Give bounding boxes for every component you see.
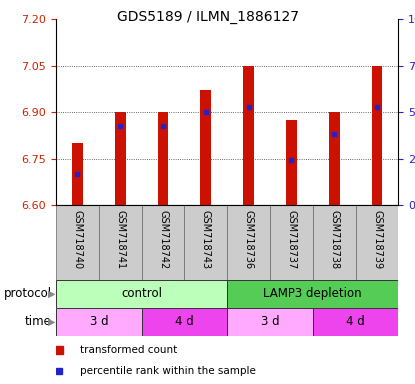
- Bar: [56, 205, 99, 280]
- Bar: [227, 205, 270, 280]
- Text: control: control: [121, 288, 162, 300]
- Bar: [227, 308, 313, 336]
- Text: ▶: ▶: [48, 289, 56, 299]
- Text: GSM718737: GSM718737: [286, 210, 296, 270]
- Bar: [158, 112, 168, 205]
- Bar: [313, 308, 398, 336]
- Text: ▶: ▶: [48, 317, 56, 327]
- Bar: [99, 205, 142, 280]
- Text: 3 d: 3 d: [261, 316, 279, 328]
- Text: LAMP3 depletion: LAMP3 depletion: [264, 288, 362, 300]
- Bar: [270, 205, 313, 280]
- Bar: [313, 205, 356, 280]
- Text: GSM718736: GSM718736: [244, 210, 254, 270]
- Bar: [72, 143, 83, 205]
- Bar: [286, 120, 297, 205]
- Text: percentile rank within the sample: percentile rank within the sample: [80, 366, 256, 376]
- Bar: [227, 280, 398, 308]
- Bar: [142, 308, 227, 336]
- Bar: [372, 66, 382, 205]
- Bar: [115, 112, 126, 205]
- Bar: [200, 91, 211, 205]
- Text: GSM718743: GSM718743: [201, 210, 211, 270]
- Text: GDS5189 / ILMN_1886127: GDS5189 / ILMN_1886127: [117, 10, 298, 23]
- Bar: [56, 280, 227, 308]
- Text: time: time: [25, 316, 52, 328]
- Text: GSM718738: GSM718738: [329, 210, 339, 270]
- Bar: [356, 205, 398, 280]
- Bar: [184, 205, 227, 280]
- Bar: [142, 205, 184, 280]
- Text: protocol: protocol: [4, 288, 52, 300]
- Text: 4 d: 4 d: [346, 316, 365, 328]
- Bar: [329, 112, 339, 205]
- Text: 4 d: 4 d: [175, 316, 194, 328]
- Text: transformed count: transformed count: [80, 345, 177, 356]
- Bar: [56, 308, 142, 336]
- Text: GSM718741: GSM718741: [115, 210, 125, 270]
- Bar: [243, 66, 254, 205]
- Text: 3 d: 3 d: [90, 316, 108, 328]
- Text: GSM718742: GSM718742: [158, 210, 168, 270]
- Text: GSM718739: GSM718739: [372, 210, 382, 270]
- Text: GSM718740: GSM718740: [73, 210, 83, 270]
